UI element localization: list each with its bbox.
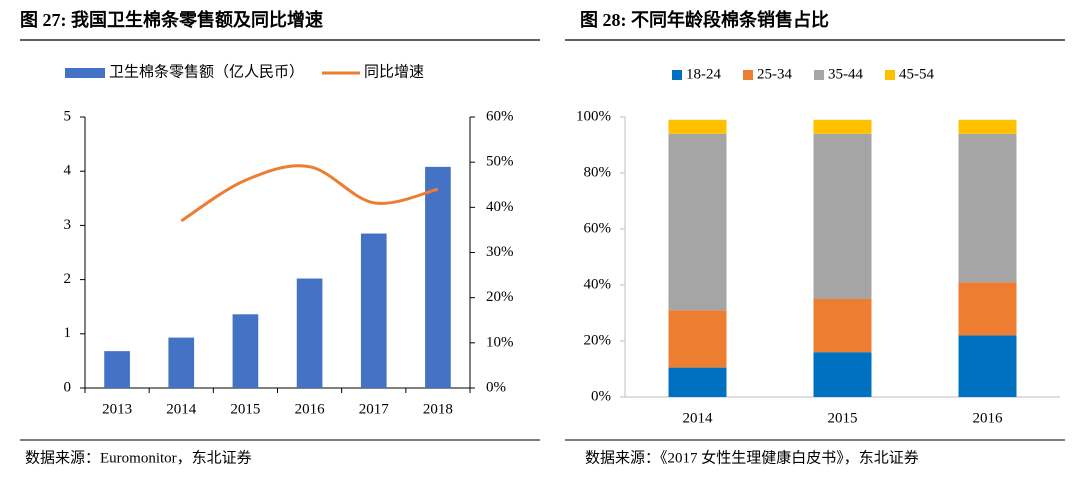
bar-segment <box>958 282 1017 336</box>
y-tick-label: 5 <box>64 108 72 124</box>
legend-swatch <box>65 68 105 78</box>
bar-segment <box>958 119 1017 134</box>
y2-tick-label: 40% <box>486 199 514 215</box>
bar-segment <box>813 119 872 134</box>
source-note: 数据来源：Euromonitor，东北证券 <box>25 449 252 466</box>
y2-tick-label: 50% <box>486 154 514 170</box>
chart-title: 图 27: 我国卫生棉条零售额及同比增速 <box>20 9 323 30</box>
y-tick-label: 0 <box>64 379 72 395</box>
legend-label: 25-34 <box>757 66 792 82</box>
legend-label: 18-24 <box>686 66 721 82</box>
legend-swatch <box>885 70 895 80</box>
y2-tick-label: 10% <box>486 334 514 350</box>
bar-segment <box>668 310 727 368</box>
bar <box>296 278 323 388</box>
bar-segment <box>958 133 1017 283</box>
bar <box>232 314 259 388</box>
chart-title: 图 28: 不同年龄段棉条销售占比 <box>580 9 829 30</box>
y-tick-label: 1 <box>64 325 72 341</box>
y-tick-label: 3 <box>64 217 72 233</box>
bar-segment <box>668 133 727 311</box>
y-tick-label: 4 <box>64 163 72 179</box>
legend-swatch <box>814 70 824 80</box>
bar-segment <box>813 299 872 353</box>
line <box>180 164 439 223</box>
legend-label: 45-54 <box>899 66 934 82</box>
y2-tick-label: 30% <box>486 244 514 260</box>
y-tick-label: 40% <box>584 276 612 292</box>
y-tick-label: 0% <box>591 388 611 404</box>
x-tick-label: 2013 <box>102 401 132 417</box>
x-tick-label: 2015 <box>230 401 260 417</box>
source-note: 数据来源：《2017 女性生理健康白皮书》，东北证券 <box>585 448 919 466</box>
y-tick-label: 60% <box>584 220 612 236</box>
legend-label: 卫生棉条零售额（亿人民币） <box>109 63 304 80</box>
y-tick-label: 80% <box>584 164 612 180</box>
y-tick-label: 20% <box>584 332 612 348</box>
bar-segment <box>668 119 727 134</box>
y-tick-label: 2 <box>64 271 72 287</box>
legend-swatch <box>672 70 682 80</box>
bar-segment <box>813 352 872 397</box>
bar-segment <box>668 367 727 397</box>
x-tick-label: 2016 <box>973 410 1004 426</box>
bar <box>168 337 195 388</box>
legend-label: 同比增速 <box>364 63 424 80</box>
legend-label: 35-44 <box>828 66 863 82</box>
x-tick-label: 2014 <box>683 410 714 426</box>
y2-tick-label: 60% <box>486 108 514 124</box>
bar-segment <box>813 133 872 299</box>
x-tick-label: 2015 <box>828 410 858 426</box>
y2-tick-label: 20% <box>486 289 514 305</box>
legend-swatch <box>743 70 753 80</box>
y2-tick-label: 0% <box>486 379 506 395</box>
bar <box>425 166 451 388</box>
x-tick-label: 2014 <box>166 401 197 417</box>
y-tick-label: 100% <box>576 108 611 124</box>
bar <box>360 233 387 388</box>
x-tick-label: 2016 <box>295 401 326 417</box>
x-tick-label: 2017 <box>359 401 390 417</box>
bar <box>104 351 130 388</box>
bar-segment <box>958 335 1017 397</box>
x-tick-label: 2018 <box>423 401 453 417</box>
